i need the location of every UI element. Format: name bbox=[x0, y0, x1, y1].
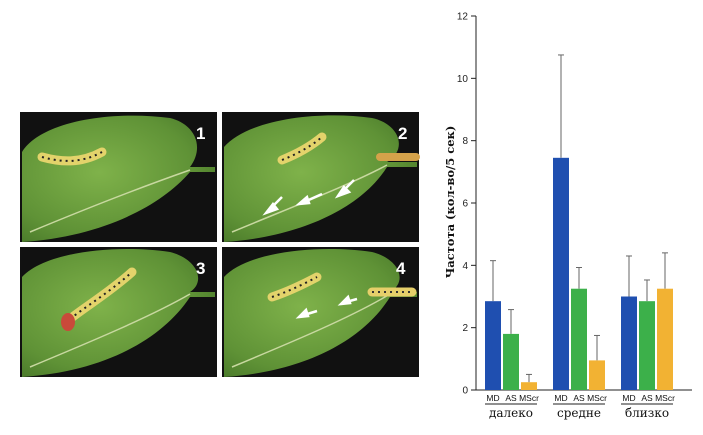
bar-series-label: AS bbox=[505, 393, 517, 403]
y-tick-label: 8 bbox=[462, 136, 468, 147]
y-tick-label: 4 bbox=[462, 261, 468, 272]
bar-series-label: AS bbox=[641, 393, 653, 403]
y-axis-label: Частота (кол-во/5 сек) bbox=[443, 126, 457, 279]
photo-panel-2: 2 bbox=[222, 112, 420, 242]
bar-series-label: MScr bbox=[587, 393, 607, 403]
leaf-shape bbox=[22, 115, 215, 242]
caterpillar-icon bbox=[37, 147, 107, 166]
y-tick-label: 6 bbox=[462, 199, 468, 210]
caterpillar-photo-figure: 1 2 3 bbox=[20, 112, 420, 377]
bar-series-label: MD bbox=[622, 393, 635, 403]
group-label: далеко bbox=[489, 406, 533, 420]
bar-AS-далеко bbox=[503, 333, 519, 390]
caterpillar-icon bbox=[61, 267, 137, 331]
leaf-shape bbox=[224, 249, 417, 377]
group-label: близко bbox=[625, 406, 669, 420]
y-tick-label: 0 bbox=[462, 386, 468, 397]
bar-marks bbox=[485, 54, 673, 390]
bar-series-label: MScr bbox=[519, 393, 539, 403]
bar-series-label: MScr bbox=[655, 393, 675, 403]
arrow-icon bbox=[295, 294, 358, 319]
photo-panel-3: 3 bbox=[20, 247, 217, 377]
bar-MScr-близко bbox=[657, 288, 673, 390]
bar-MScr-средне bbox=[589, 360, 605, 390]
leaf-shape bbox=[22, 249, 215, 377]
bar-series-label: AS bbox=[573, 393, 585, 403]
panel-number: 4 bbox=[396, 259, 406, 278]
y-tick-label: 2 bbox=[462, 323, 468, 334]
bar-AS-близко bbox=[639, 301, 655, 390]
bar-MD-средне bbox=[553, 157, 569, 390]
bar-MD-близко bbox=[621, 296, 637, 390]
bar-AS-средне bbox=[571, 288, 587, 390]
photo-panel-4: 4 bbox=[222, 247, 419, 377]
panel-number: 3 bbox=[196, 259, 205, 278]
arrow-icon bbox=[262, 179, 355, 216]
caterpillar-icon bbox=[277, 132, 420, 165]
panel-number: 2 bbox=[398, 124, 407, 143]
caterpillar-icon bbox=[267, 272, 417, 302]
photo-panel-1: 1 bbox=[20, 112, 217, 242]
bar-series-label: MD bbox=[554, 393, 567, 403]
y-tick-label: 10 bbox=[457, 74, 469, 85]
bar-MScr-далеко bbox=[521, 382, 537, 390]
bar-MD-далеко bbox=[485, 301, 501, 390]
group-label: средне bbox=[557, 406, 601, 420]
y-tick-label: 12 bbox=[457, 12, 469, 23]
panel-number: 1 bbox=[196, 124, 205, 143]
bar-series-label: MD bbox=[486, 393, 499, 403]
